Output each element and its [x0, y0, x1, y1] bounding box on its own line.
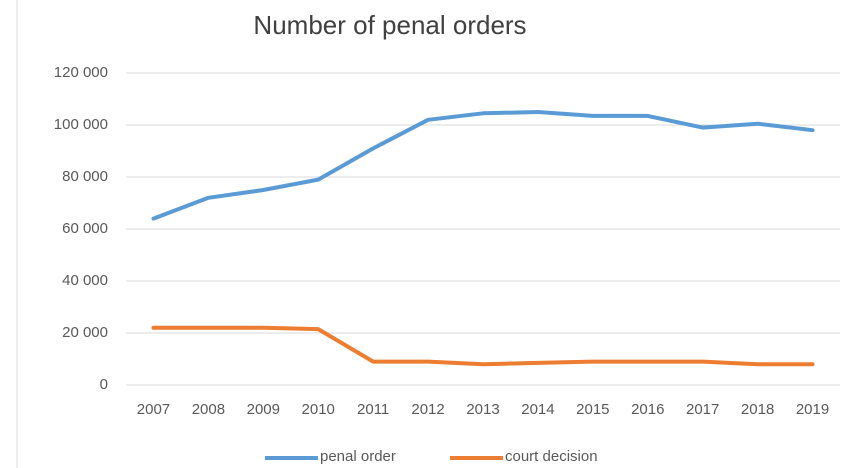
x-tick-label: 2015	[576, 401, 609, 418]
x-tick-label: 2012	[411, 401, 444, 418]
y-tick-label: 20 000	[62, 324, 108, 341]
y-tick-label: 120 000	[54, 64, 108, 81]
x-tick-label: 2008	[192, 401, 225, 418]
x-tick-label: 2007	[137, 401, 170, 418]
x-tick-label: 2011	[357, 401, 389, 418]
series-line	[151, 325, 815, 367]
y-tick-label: 80 000	[62, 168, 108, 185]
y-tick-label: 0	[100, 376, 108, 393]
x-tick-label: 2010	[302, 401, 335, 418]
x-tick-label: 2016	[631, 401, 664, 418]
series-line	[151, 110, 815, 221]
x-tick-label: 2013	[466, 401, 499, 418]
y-tick-label: 40 000	[62, 272, 108, 289]
y-tick-label: 100 000	[54, 116, 108, 133]
x-tick-label: 2014	[521, 401, 554, 418]
x-tick-label: 2017	[686, 401, 719, 418]
y-tick-label: 60 000	[62, 220, 108, 237]
x-tick-label: 2019	[796, 401, 829, 418]
x-tick-label: 2018	[741, 401, 774, 418]
x-tick-label: 2009	[247, 401, 280, 418]
legend-label: court decision	[505, 448, 598, 465]
chart-title: Number of penal orders	[253, 10, 526, 40]
legend-label: penal order	[320, 448, 396, 465]
